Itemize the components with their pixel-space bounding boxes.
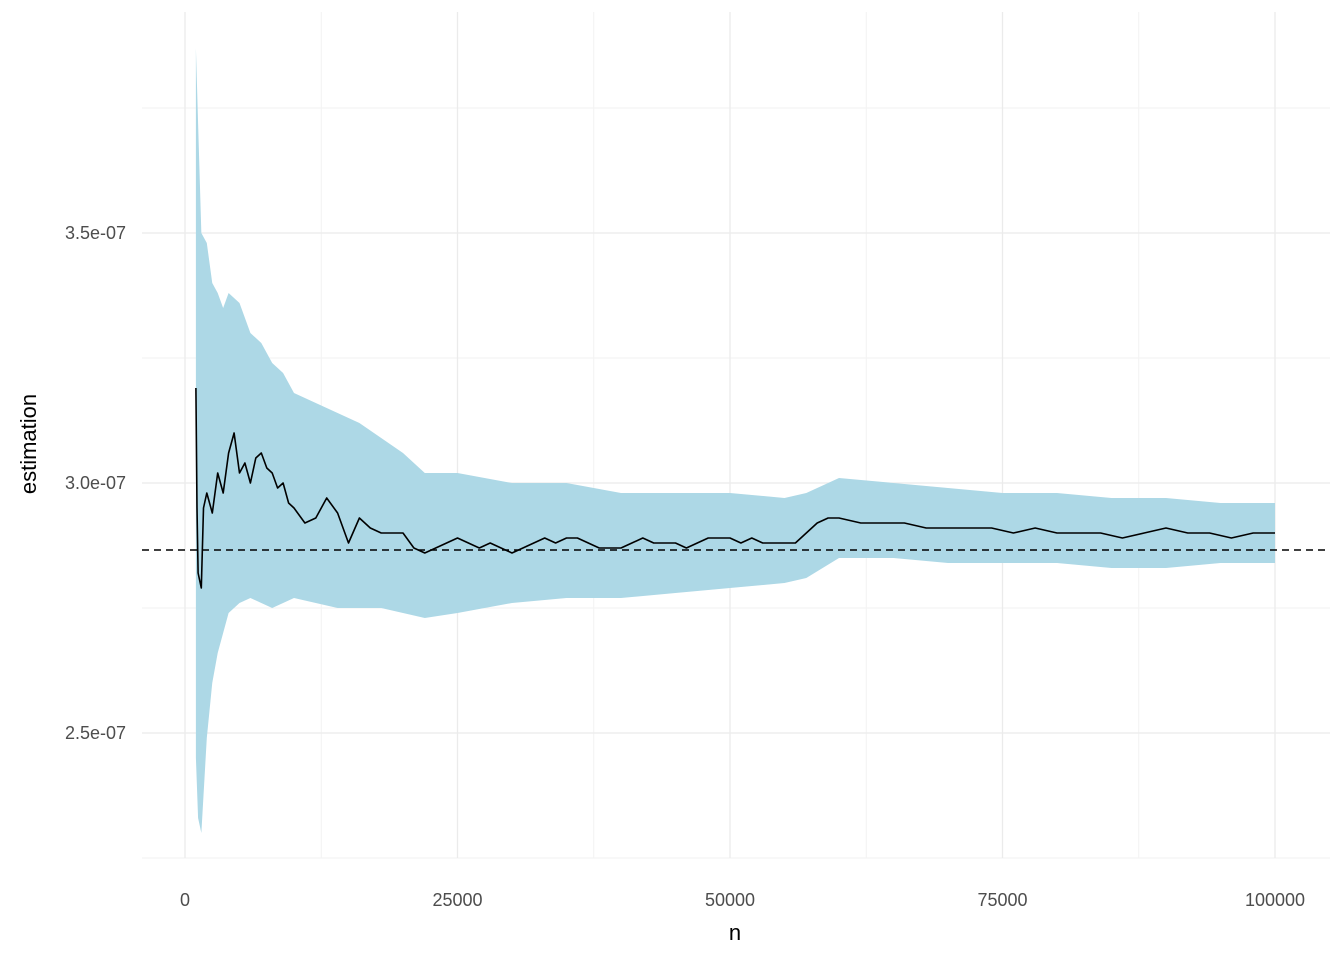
y-tick-label-1: 3.0e-07 xyxy=(65,473,126,493)
confidence-ribbon xyxy=(195,48,1275,833)
x-tick-label-1: 25000 xyxy=(432,890,482,910)
x-tick-label-4: 100000 xyxy=(1245,890,1305,910)
x-tick-label-0: 0 xyxy=(180,890,190,910)
ribbon-layer xyxy=(195,48,1275,833)
y-tick-label-2: 3.5e-07 xyxy=(65,223,126,243)
estimate-line xyxy=(195,387,1275,589)
grid-major xyxy=(142,12,1330,858)
x-tick-label-2: 50000 xyxy=(705,890,755,910)
line-layer xyxy=(195,387,1275,589)
y-tick-label-0: 2.5e-07 xyxy=(65,723,126,743)
x-tick-labels: 0 25000 50000 75000 100000 xyxy=(180,890,1305,910)
x-tick-label-3: 75000 xyxy=(977,890,1027,910)
y-tick-labels: 2.5e-07 3.0e-07 3.5e-07 xyxy=(65,223,126,743)
y-axis-title: estimation xyxy=(16,394,41,494)
x-axis-title: n xyxy=(729,920,741,945)
